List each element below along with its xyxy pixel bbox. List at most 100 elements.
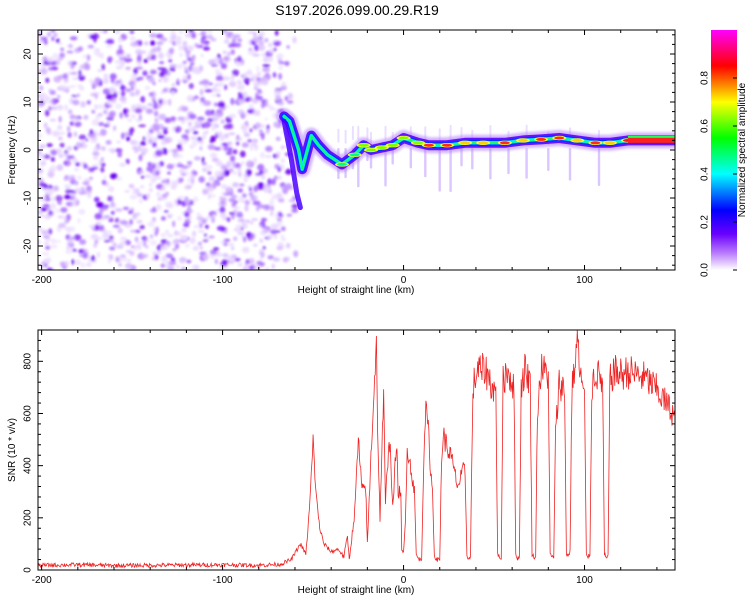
noise-blob (231, 246, 235, 250)
noise-blob (40, 160, 45, 167)
snr-plot-area (38, 330, 675, 570)
noise-blob (134, 188, 140, 195)
noise-blob (236, 211, 243, 218)
noise-blob (221, 260, 228, 267)
noise-blob (226, 217, 231, 223)
noise-blob (136, 55, 142, 62)
noise-blob (184, 70, 189, 74)
noise-blob (192, 245, 199, 251)
noise-blob (46, 96, 51, 100)
noise-blob (169, 47, 174, 55)
noise-blob (168, 149, 174, 153)
noise-blob (181, 211, 186, 215)
noise-blob (240, 227, 244, 231)
noise-blob (236, 83, 245, 91)
noise-blob (125, 265, 133, 270)
noise-blob (207, 30, 213, 34)
noise-blob (161, 193, 168, 198)
noise-blob (155, 250, 162, 255)
noise-blob (89, 129, 94, 135)
noise-blob (69, 121, 74, 126)
noise-blob (72, 77, 79, 80)
noise-blob (124, 58, 131, 63)
noise-blob (230, 74, 235, 81)
noise-blob (94, 93, 99, 100)
noise-blob (193, 95, 200, 100)
noise-blob (134, 245, 138, 251)
noise-blob (150, 69, 157, 75)
ridge-hotspot (590, 141, 601, 145)
noise-blob (95, 48, 100, 52)
noise-blob (175, 36, 183, 40)
noise-blob (283, 185, 291, 192)
noise-blob (273, 121, 279, 128)
noise-blob (261, 77, 267, 84)
noise-blob (67, 125, 71, 133)
noise-blob (114, 60, 121, 64)
streak (384, 125, 387, 140)
noise-blob (161, 139, 166, 146)
noise-blob (228, 197, 236, 203)
noise-blob (214, 68, 221, 75)
noise-blob (93, 37, 97, 43)
noise-blob (155, 149, 163, 157)
noise-blob (43, 230, 47, 235)
noise-blob (58, 115, 62, 123)
noise-blob (114, 30, 121, 35)
noise-blob (135, 118, 141, 123)
noise-blob (81, 140, 86, 145)
streak (547, 148, 550, 171)
noise-blob (243, 132, 250, 137)
noise-blob (100, 146, 106, 152)
noise-blob (255, 79, 263, 87)
noise-blob (138, 170, 146, 174)
noise-blob (179, 177, 184, 182)
noise-blob (246, 159, 253, 167)
noise-blob (57, 201, 62, 205)
noise-blob (167, 88, 171, 93)
streak (449, 124, 452, 139)
noise-blob (138, 243, 142, 251)
noise-blob (38, 132, 43, 139)
noise-blob (193, 131, 199, 135)
figure-title: S197.2026.099.00.29.R19 (275, 2, 439, 18)
noise-blob (80, 262, 85, 269)
noise-blob (88, 79, 95, 83)
noise-blob (172, 248, 177, 252)
streak (489, 148, 492, 180)
noise-blob (188, 83, 194, 89)
noise-blob (140, 105, 148, 111)
noise-blob (48, 228, 53, 235)
noise-blob (196, 216, 204, 221)
noise-blob (253, 185, 259, 193)
ridge-end-band (627, 137, 675, 143)
noise-blob (262, 246, 266, 250)
noise-blob (237, 55, 242, 59)
noise-blob (149, 183, 153, 187)
noise-blob (256, 260, 262, 265)
noise-blob (128, 183, 135, 189)
noise-blob (40, 207, 47, 212)
noise-blob (54, 209, 63, 213)
noise-blob (110, 216, 114, 222)
noise-blob (176, 79, 184, 83)
noise-blob (45, 245, 51, 250)
noise-blob (203, 100, 212, 106)
noise-blob (179, 52, 183, 57)
noise-blob (72, 248, 77, 252)
noise-blob (226, 185, 232, 192)
colorbar-tick-label: 0.6 (700, 119, 711, 133)
noise-blob (49, 164, 57, 172)
noise-blob (206, 185, 212, 190)
noise-blob (161, 263, 165, 268)
noise-blob (230, 213, 235, 220)
noise-blob (203, 121, 210, 129)
noise-blob (275, 152, 280, 159)
noise-blob (239, 183, 245, 187)
noise-blob (281, 238, 286, 242)
noise-blob (252, 53, 260, 57)
noise-blob (156, 45, 161, 53)
noise-blob (86, 63, 91, 71)
noise-blob (131, 73, 138, 78)
noise-blob (126, 53, 131, 59)
